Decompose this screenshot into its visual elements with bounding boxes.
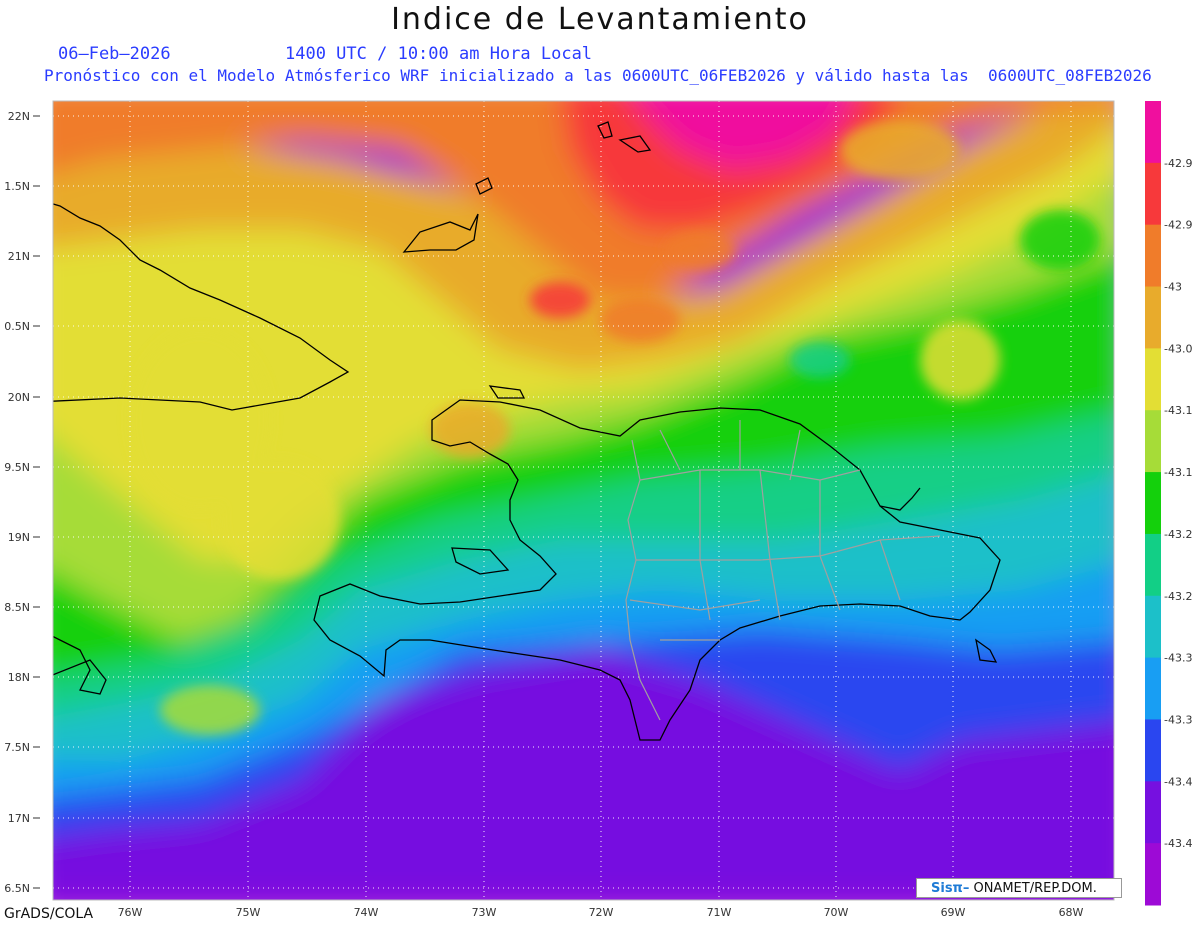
lat-ticks: [33, 115, 40, 889]
colorbar-label: -43.4: [1164, 775, 1192, 788]
lon-label: 68W: [1059, 906, 1084, 919]
lat-label: 0.5N: [4, 320, 30, 333]
colorbar-label: -43.3: [1164, 652, 1192, 665]
colorbar-swatch: [1145, 472, 1161, 535]
coastlines: [53, 121, 1001, 741]
colorbar-label: -43.1: [1164, 404, 1192, 417]
lat-label: 21N: [8, 250, 30, 263]
lat-tick-labels: 22N 1.5N 21N 0.5N 20N 9.5N 19N 8.5N 18N …: [4, 110, 30, 895]
lat-label: 7.5N: [4, 741, 30, 754]
colorbar-swatch: [1145, 843, 1161, 906]
field-layer: [53, 101, 1114, 900]
time-label: 1400 UTC / 10:00 am Hora Local: [285, 44, 593, 64]
colorbar-swatch: [1145, 224, 1161, 288]
colorbar-swatch: [1145, 348, 1161, 411]
lon-label: 74W: [354, 906, 379, 919]
colorbar-label: -42.9: [1164, 157, 1192, 170]
colorbar-label: -43.0: [1164, 342, 1192, 355]
lat-label: 1.5N: [4, 180, 30, 193]
colorbar: -42.9 -42.9 -43 -43.0 -43.1 -43.1 -43.2 -43.2 -4…: [1145, 101, 1192, 906]
sispi-logo-text: Sisπ–: [931, 881, 970, 896]
lat-label: 20N: [8, 391, 30, 404]
colorbar-swatch: [1145, 410, 1161, 473]
colorbar-swatch: [1145, 162, 1161, 226]
colorbar-label: -43: [1164, 281, 1182, 294]
grads-credit: GrADS/COLA: [4, 906, 94, 922]
sispi-logo: Sisπ– ONAMET/REP.DOM.: [916, 878, 1122, 898]
lon-label: 75W: [236, 906, 261, 919]
colorbar-label: -42.9: [1164, 219, 1192, 232]
colorbar-label: -43.2: [1164, 590, 1192, 603]
province-borders: [625, 420, 941, 721]
subtitle: Pronóstico con el Modelo Atmósferico WRF…: [44, 66, 1152, 85]
colorbar-swatch: [1145, 101, 1161, 164]
lat-label: 6.5N: [4, 882, 30, 895]
lon-tick-labels: 76W 75W 74W 73W 72W 71W 70W 69W 68W: [118, 906, 1084, 919]
grid-lines: [53, 101, 1114, 900]
chart-title: Indice de Levantamiento: [391, 2, 809, 37]
lon-label: 76W: [118, 906, 143, 919]
lat-label: 9.5N: [4, 461, 30, 474]
colorbar-label: -43.4: [1164, 837, 1192, 850]
colorbar-label: -43.3: [1164, 713, 1192, 726]
onamet-label: ONAMET/REP.DOM.: [969, 881, 1097, 896]
colorbar-label: -43.2: [1164, 528, 1192, 541]
colorbar-swatch: [1145, 286, 1161, 349]
colorbar-label: -43.1: [1164, 466, 1192, 479]
lat-label: 18N: [8, 671, 30, 684]
lat-label: 22N: [8, 110, 30, 123]
lon-label: 73W: [472, 906, 497, 919]
lon-label: 69W: [941, 906, 966, 919]
date-label: 06–Feb–2026: [58, 44, 171, 64]
colorbar-swatch: [1145, 657, 1161, 720]
lat-label: 17N: [8, 812, 30, 825]
lon-label: 71W: [707, 906, 732, 919]
colorbar-swatch: [1145, 533, 1161, 597]
colorbar-swatch: [1145, 719, 1161, 782]
lat-label: 8.5N: [4, 601, 30, 614]
colorbar-swatch: [1145, 595, 1161, 659]
lat-label: 19N: [8, 531, 30, 544]
lon-label: 70W: [824, 906, 849, 919]
colorbar-swatch: [1145, 781, 1161, 844]
lon-label: 72W: [589, 906, 614, 919]
